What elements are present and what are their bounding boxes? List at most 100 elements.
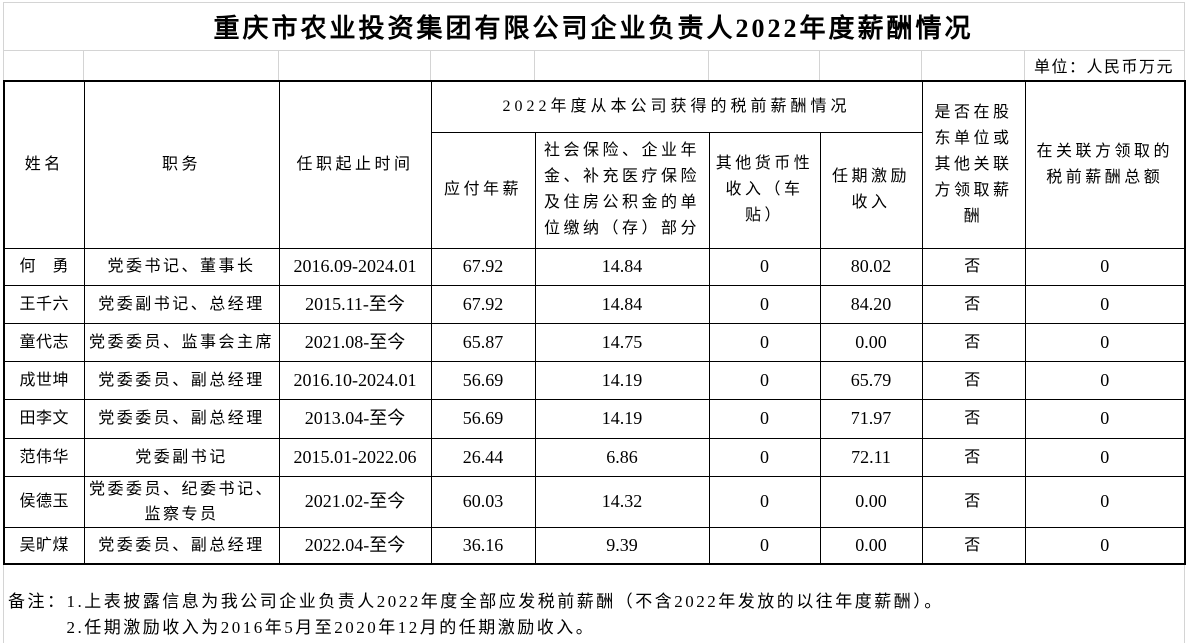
cell-position: 党委副书记、总经理 — [83, 284, 280, 324]
notes-label: 备注： — [8, 592, 67, 611]
cell-shareholder-pay: 否 — [921, 437, 1026, 477]
cell-position: 党委副书记 — [83, 437, 280, 477]
cell-payable-salary: 60.03 — [430, 475, 536, 528]
header-shareholder-pay: 是否在股 东单位或 其他关联 方领取薪 酬 — [921, 80, 1026, 249]
note-line-1: 1.上表披露信息为我公司企业负责人2022年度全部应发税前薪酬（不含2022年发… — [66, 592, 944, 611]
header-other-income: 其他货币性 收入（车 贴） — [708, 131, 821, 249]
table-row: 何 勇 党委书记、董事长 2016.09-2024.01 67.92 14.84… — [3, 247, 1186, 286]
cell-shareholder-pay: 否 — [921, 360, 1026, 400]
cell-social-insurance: 14.75 — [534, 322, 710, 362]
cell-shareholder-pay: 否 — [921, 526, 1026, 565]
cell-term: 2015.11-至今 — [278, 284, 432, 324]
gridline-top — [3, 2, 1184, 3]
cell-related-total: 0 — [1024, 526, 1186, 565]
cell-payable-salary: 56.69 — [430, 360, 536, 400]
cell-other-income: 0 — [708, 284, 821, 324]
cell-shareholder-pay: 否 — [921, 284, 1026, 324]
cell-other-income: 0 — [708, 398, 821, 439]
cell-position: 党委委员、副总经理 — [83, 526, 280, 565]
cell-term: 2021.02-至今 — [278, 475, 432, 528]
cell-social-insurance: 6.86 — [534, 437, 710, 477]
cell-term-incentive: 72.11 — [819, 437, 923, 477]
salary-table: 姓名 职务 任职起止时间 2022年度从本公司获得的税前薪酬情况 是否在股 东单… — [3, 80, 1187, 565]
cell-name: 吴旷煤 — [3, 526, 85, 565]
cell-term: 2015.01-2022.06 — [278, 437, 432, 477]
cell-shareholder-pay: 否 — [921, 247, 1026, 286]
cell-term-incentive: 80.02 — [819, 247, 923, 286]
table-row: 侯德玉 党委委员、纪委书记、 监察专员 2021.02-至今 60.03 14.… — [3, 475, 1186, 528]
cell-other-income: 0 — [708, 475, 821, 528]
cell-shareholder-pay: 否 — [921, 475, 1026, 528]
cell-other-income: 0 — [708, 437, 821, 477]
gridline-col-1 — [83, 50, 84, 80]
cell-payable-salary: 67.92 — [430, 284, 536, 324]
cell-social-insurance: 14.19 — [534, 360, 710, 400]
cell-name: 成世坤 — [3, 360, 85, 400]
header-related-total: 在关联方领取的 税前薪酬总额 — [1024, 80, 1186, 249]
cell-related-total: 0 — [1024, 360, 1186, 400]
cell-term: 2016.09-2024.01 — [278, 247, 432, 286]
cell-term-incentive: 84.20 — [819, 284, 923, 324]
cell-name: 童代志 — [3, 322, 85, 362]
table-row: 田李文 党委委员、副总经理 2013.04-至今 56.69 14.19 0 7… — [3, 398, 1186, 439]
header-payable-salary: 应付年薪 — [430, 131, 536, 249]
cell-position: 党委书记、董事长 — [83, 247, 280, 286]
cell-payable-salary: 67.92 — [430, 247, 536, 286]
table-row: 王千六 党委副书记、总经理 2015.11-至今 67.92 14.84 0 8… — [3, 284, 1186, 324]
page-title: 重庆市农业投资集团有限公司企业负责人2022年度薪酬情况 — [213, 13, 974, 43]
gridline-col-5 — [708, 50, 709, 80]
table-row: 童代志 党委委员、监事会主席 2021.08-至今 65.87 14.75 0 … — [3, 322, 1186, 362]
header-position: 职务 — [83, 80, 280, 249]
notes-body: 1.上表披露信息为我公司企业负责人2022年度全部应发税前薪酬（不含2022年发… — [67, 589, 944, 641]
note-line-2: 2.任期激励收入为2016年5月至2020年12月的任期激励收入。 — [66, 618, 596, 637]
cell-related-total: 0 — [1024, 322, 1186, 362]
cell-term-incentive: 0.00 — [819, 526, 923, 565]
cell-payable-salary: 65.87 — [430, 322, 536, 362]
cell-related-total: 0 — [1024, 247, 1186, 286]
cell-other-income: 0 — [708, 526, 821, 565]
cell-social-insurance: 14.32 — [534, 475, 710, 528]
header-term-incentive: 任期激励 收入 — [819, 131, 923, 249]
cell-name: 王千六 — [3, 284, 85, 324]
cell-term: 2016.10-2024.01 — [278, 360, 432, 400]
cell-position: 党委委员、副总经理 — [83, 398, 280, 439]
gridline-col-2 — [278, 50, 279, 80]
cell-social-insurance: 9.39 — [534, 526, 710, 565]
cell-related-total: 0 — [1024, 475, 1186, 528]
gridline-col-4 — [534, 50, 535, 80]
cell-other-income: 0 — [708, 322, 821, 362]
cell-position: 党委委员、监事会主席 — [83, 322, 280, 362]
cell-social-insurance: 14.84 — [534, 284, 710, 324]
notes: 备注： 1.上表披露信息为我公司企业负责人2022年度全部应发税前薪酬（不含20… — [8, 589, 944, 641]
gridline-under-title — [3, 50, 1184, 51]
cell-name: 田李文 — [3, 398, 85, 439]
cell-shareholder-pay: 否 — [921, 322, 1026, 362]
table-row: 吴旷煤 党委委员、副总经理 2022.04-至今 36.16 9.39 0 0.… — [3, 526, 1186, 565]
gridline-col-7 — [921, 50, 922, 80]
header-social-insurance: 社会保险、企业年 金、补充医疗保险 及住房公积金的单 位缴纳（存）部分 — [534, 131, 710, 249]
cell-term-incentive: 71.97 — [819, 398, 923, 439]
header-row-1: 姓名 职务 任职起止时间 2022年度从本公司获得的税前薪酬情况 是否在股 东单… — [3, 80, 1186, 249]
header-salary-group: 2022年度从本公司获得的税前薪酬情况 — [430, 80, 923, 133]
cell-related-total: 0 — [1024, 437, 1186, 477]
cell-name: 侯德玉 — [3, 475, 85, 528]
header-name: 姓名 — [3, 80, 85, 249]
cell-payable-salary: 56.69 — [430, 398, 536, 439]
cell-related-total: 0 — [1024, 398, 1186, 439]
cell-term: 2013.04-至今 — [278, 398, 432, 439]
gridline-col-3 — [430, 50, 431, 80]
cell-term: 2022.04-至今 — [278, 526, 432, 565]
cell-social-insurance: 14.84 — [534, 247, 710, 286]
cell-name: 范伟华 — [3, 437, 85, 477]
cell-other-income: 0 — [708, 360, 821, 400]
gridline-col-6 — [819, 50, 820, 80]
cell-position: 党委委员、副总经理 — [83, 360, 280, 400]
cell-payable-salary: 26.44 — [430, 437, 536, 477]
gridline-col-8 — [1024, 50, 1025, 80]
table-row: 成世坤 党委委员、副总经理 2016.10-2024.01 56.69 14.1… — [3, 360, 1186, 400]
cell-term-incentive: 65.79 — [819, 360, 923, 400]
unit-note: 单位：人民币万元 — [1033, 59, 1174, 76]
cell-related-total: 0 — [1024, 284, 1186, 324]
table-row: 范伟华 党委副书记 2015.01-2022.06 26.44 6.86 0 7… — [3, 437, 1186, 477]
